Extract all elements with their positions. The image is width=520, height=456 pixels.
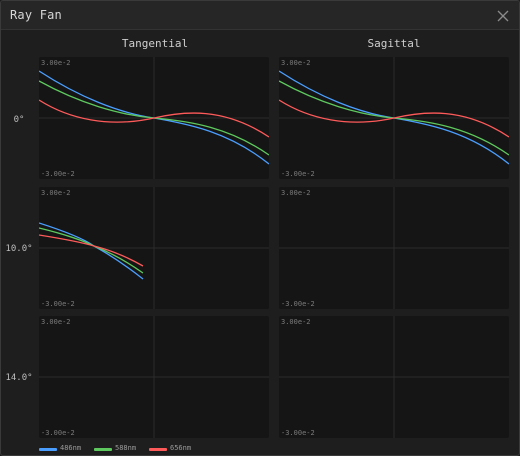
row-label-field-1: 10.0° [5,244,33,254]
legend-label: 656nm [170,444,192,452]
close-icon[interactable] [494,7,512,25]
column-header-tangential: Tangential [121,37,189,50]
curve-656nm [39,234,144,267]
curve-588nm [39,227,144,274]
y-max-label: 3.00e-2 [41,189,71,197]
plot-tangential-field-2: 3.00e-2 -3.00e-2 [39,316,269,438]
plot-canvas [279,187,509,309]
legend-swatch [39,448,57,451]
y-min-label: -3.00e-2 [41,429,75,437]
curve-656nm [279,99,509,138]
y-min-label: -3.00e-2 [281,170,315,178]
plot-canvas [39,187,269,309]
legend-swatch [94,448,112,451]
plot-tangential-field-1: 3.00e-2 -3.00e-2 [39,187,269,309]
y-max-label: 3.00e-2 [281,318,311,326]
y-min-label: -3.00e-2 [41,170,75,178]
plot-canvas [279,57,509,179]
y-max-label: 3.00e-2 [281,189,311,197]
curve-656nm [39,99,269,138]
y-max-label: 3.00e-2 [41,59,71,67]
title-bar: Ray Fan [1,1,519,30]
plot-sagittal-field-1: 3.00e-2 -3.00e-2 [279,187,509,309]
window-title: Ray Fan [10,8,62,22]
legend-swatch [149,448,167,451]
plot-sagittal-field-2: 3.00e-2 -3.00e-2 [279,316,509,438]
plot-sagittal-field-0: 3.00e-2 -3.00e-2 [279,57,509,179]
plot-canvas [39,57,269,179]
plot-canvas [279,316,509,438]
plot-tangential-field-0: 3.00e-2 -3.00e-2 [39,57,269,179]
y-min-label: -3.00e-2 [41,300,75,308]
row-label-field-0: 0° [13,115,25,125]
y-min-label: -3.00e-2 [281,300,315,308]
column-header-sagittal: Sagittal [367,37,421,50]
plot-canvas [39,316,269,438]
y-max-label: 3.00e-2 [41,318,71,326]
y-max-label: 3.00e-2 [281,59,311,67]
legend-label: 588nm [115,444,137,452]
row-label-field-2: 14.0° [5,373,33,383]
y-min-label: -3.00e-2 [281,429,315,437]
legend-label: 486nm [60,444,82,452]
